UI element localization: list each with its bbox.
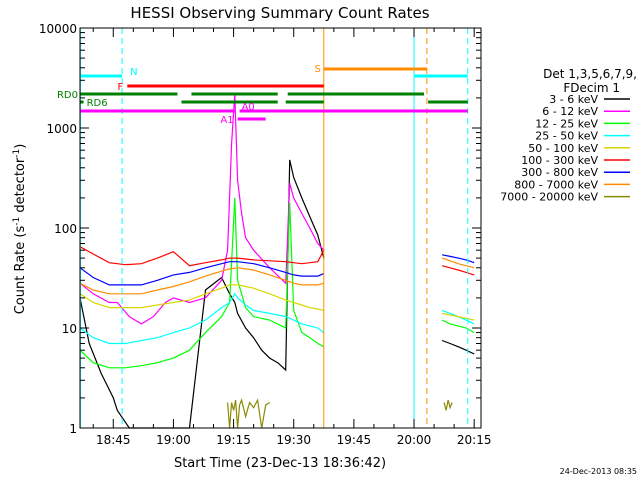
y-tick-label: 1 [69,422,77,436]
x-axis-label: Start Time (23-Dec-13 18:36:42) [174,456,386,471]
legend-label: 6 - 12 keV [542,105,598,118]
status-flags: N S F RD0 RD6 A0 A1 [57,64,468,126]
x-tick-label: 19:45 [337,433,372,447]
x-tick-label: 19:30 [276,433,311,447]
y-tick-label: 10000 [39,22,77,36]
legend-label: 25 - 50 keV [535,130,598,143]
y-axis-label-part: ) [13,144,28,149]
series-line [441,339,475,355]
series-line [79,292,325,345]
series-line [79,93,325,325]
y-axis-label-sup: -1 [12,149,22,158]
legend-label: 100 - 300 keV [521,154,598,167]
flag-label: F [118,82,124,93]
x-tick-label: 20:15 [457,433,492,447]
x-tick-label: 19:15 [216,433,251,447]
flag-label: RD0 [57,90,78,101]
x-tick-label: 20:00 [397,433,432,447]
legend-label: 12 - 25 keV [535,117,598,130]
x-tick-label: 18:45 [96,433,131,447]
x-tick-label: 19:00 [156,433,191,447]
series-line [79,261,325,286]
series-line [79,246,325,267]
axes: 18:45 19:00 19:15 19:30 19:45 20:00 20:15 1 10 10… [39,22,492,447]
series-line [441,265,475,276]
flag-label: S [314,64,320,75]
flag-label: RD6 [87,98,108,109]
flag-label: N [130,67,137,78]
flag-label: A0 [242,102,255,113]
series-line [441,254,475,264]
y-axis-label: Count Rate (s-1 detector-1) [12,144,28,315]
y-axis-label-sup: -1 [12,217,22,226]
series-line [79,197,325,369]
y-axis-label-part: Count Rate (s [13,226,28,315]
series-line [227,398,271,429]
series-line [441,312,475,321]
legend-subtitle: FDecim 1 [563,81,620,95]
legend-title: Det 1,3,5,6,7,9, [543,67,637,81]
series-line [79,267,324,295]
y-tick-label: 1000 [46,122,77,136]
legend-label: 800 - 7000 keV [514,178,598,191]
series-line [441,319,475,334]
series-line [79,159,325,429]
legend-label: 7000 - 20000 keV [500,191,598,204]
legend-label: 300 - 800 keV [521,166,598,179]
timestamp: 24-Dec-2013 08:35 [560,467,637,476]
legend-label: 50 - 100 keV [528,142,598,155]
y-axis-label-part: detector [13,157,28,217]
series-line [441,257,475,269]
y-tick-label: 100 [54,222,77,236]
chart-title: HESSI Observing Summary Count Rates [130,4,429,22]
series-line [79,284,324,311]
series-line [443,399,453,411]
legend-label: 3 - 6 keV [549,93,598,106]
flag-label: A1 [220,115,233,126]
y-tick-label: 10 [62,322,77,336]
